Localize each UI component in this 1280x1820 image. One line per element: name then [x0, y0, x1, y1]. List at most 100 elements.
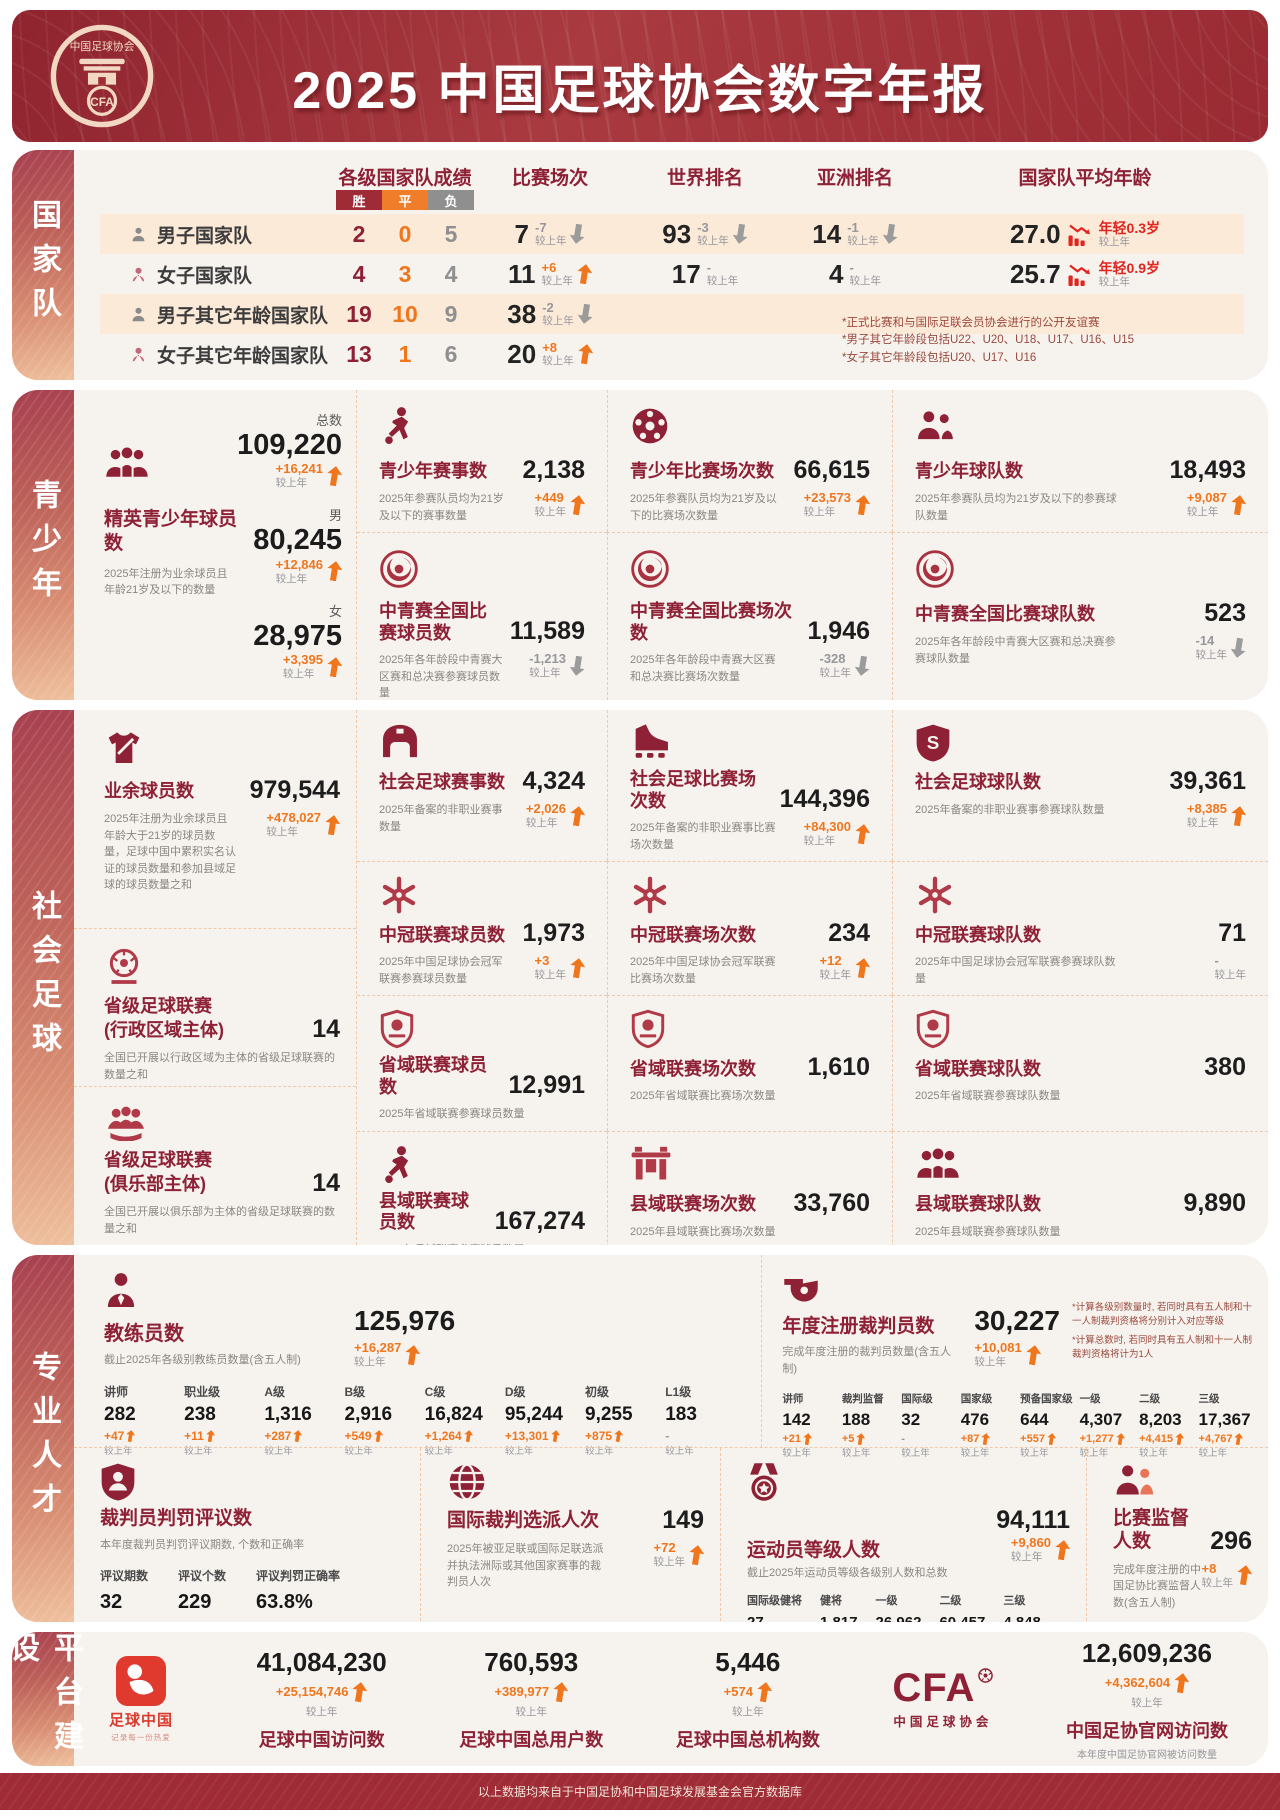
up-arrow-icon — [1115, 1432, 1126, 1445]
male-player-icon — [130, 306, 147, 323]
provincial-league-teams-card: 省域联赛球队数 380 2025年省域联赛参赛球队数量 — [892, 995, 1268, 1131]
up-arrow-icon — [981, 1432, 992, 1445]
up-arrow-icon — [550, 1429, 561, 1442]
social-matches-card: 社会足球比赛场次数 144,396 2025年备案的非职业赛事比赛场次数量 +84,… — [607, 710, 892, 862]
champions-league-emblem-icon — [630, 875, 670, 915]
amateur-players-block: 业余球员数 979,544 2025年注册为业余球员且年龄大于21岁的球员数量，足… — [74, 710, 356, 928]
international-referee-block: 国际裁判选派人次 149 2025年被亚足联或国际足联选派并执法洲际或其他国家赛事… — [420, 1448, 720, 1622]
age-trend-icon — [1067, 222, 1093, 246]
up-arrow-icon — [1173, 1671, 1191, 1693]
yoy-change: +6 较上年 — [542, 260, 593, 288]
provincial-league-admin-block: 省级足球联赛 (行政区域主体) 14 全国已开展以行政区域为主体的省级足球联赛的数量… — [74, 928, 356, 1086]
champions-league-emblem-icon — [915, 875, 955, 915]
youth-female-stat: 女 28,975 +3,395 较上年 — [253, 603, 342, 680]
table-row-womens-youth-teams: 女子其它年龄国家队 13 1 6 20 +8 较上年 — [100, 334, 1244, 374]
referee-grades-table: 讲师 142 +21 较上年 裁判监督 188 +5 较上年 国际级 32- 较上年 国家级 47… — [782, 1393, 1251, 1459]
yoy-change: +9,087 较上年 — [1187, 490, 1248, 518]
yoy-change: - 较上年 — [849, 259, 881, 288]
up-arrow-icon — [613, 1429, 624, 1442]
yoy-change: +3,395 较上年 — [283, 652, 342, 680]
up-arrow-icon — [125, 1429, 136, 1442]
elite-youth-players-block: 精英青少年球员数 2025年注册为业余球员且年龄21岁及以下的数量 总数 109… — [74, 390, 357, 700]
table-row-mens-team: 男子国家队 2 0 5 7 -7 较上年 93 -3 较上年 14 -1 较上年 27.0 年… — [100, 214, 1244, 254]
up-arrow-icon — [854, 957, 872, 979]
yoy-change: +12 较上年 — [820, 953, 872, 981]
yoy-change: -1,213 较上年 — [529, 651, 585, 679]
yoy-change: -328 较上年 — [820, 651, 871, 679]
national-youth-league-teams-card: 中青赛全国比赛球队数 523 2025年各年龄段中青赛大区赛和总决赛参赛球队数量 -… — [892, 532, 1268, 700]
up-arrow-icon — [1024, 1343, 1042, 1365]
section-label-national: 国家队 — [12, 150, 74, 380]
up-arrow-icon — [1230, 804, 1248, 826]
page-title: 2025 中国足球协会数字年报 — [292, 62, 988, 120]
up-arrow-icon — [802, 1432, 813, 1445]
up-arrow-icon — [552, 1680, 570, 1702]
yoy-change: -1 较上年 — [847, 220, 898, 248]
yoy-change: +8,385 较上年 — [1187, 801, 1248, 829]
yoy-change: +4,362,604 — [1066, 1673, 1228, 1693]
kicking-player-icon — [379, 1145, 419, 1185]
section-label-professional: 专业人才 — [12, 1255, 74, 1622]
up-arrow-icon — [576, 343, 594, 365]
yoy-change: +84,300 较上年 — [804, 819, 872, 847]
county-league-matches-card: 县域联赛场次数 33,760 2025年县域联赛比赛场次数量 — [607, 1130, 892, 1245]
col-header-world-rank: 世界排名 — [666, 167, 743, 189]
provincial-crest-icon — [630, 1009, 666, 1049]
up-arrow-icon — [373, 1429, 384, 1442]
yoy-change: +16,241 较上年 — [276, 461, 344, 489]
coaches-block: 教练员数 截止2025年各级别教练员数量(含五人制) 125,976 +16,2… — [74, 1255, 761, 1457]
medal-icon — [747, 1462, 781, 1502]
cfa-site-visits-stat: 12,609,236 +4,362,604 较上年 中国足协官网访问数 本年度中… — [1065, 1637, 1228, 1761]
champions-league-emblem-icon — [379, 875, 419, 915]
down-arrow-icon — [576, 303, 594, 325]
up-arrow-icon — [1236, 1564, 1254, 1586]
block-desc: 2025年注册为业余球员且年龄21岁及以下的数量 — [104, 567, 228, 597]
yoy-change: +574 — [676, 1682, 820, 1702]
people-group-icon — [915, 1145, 961, 1183]
yoy-change: +3 较上年 — [535, 953, 587, 981]
loss-chip: 负 — [428, 190, 474, 210]
yoy-change: +9,860 较上年 — [1011, 1535, 1070, 1563]
provincial-crest-icon — [915, 1009, 951, 1049]
up-arrow-icon — [205, 1429, 216, 1442]
yoy-change: -14 较上年 — [1196, 633, 1247, 661]
yoy-change: +8 较上年 — [1202, 1561, 1254, 1589]
up-arrow-icon — [569, 957, 587, 979]
block-title: 精英青少年球员数 — [104, 509, 238, 554]
champions-league-teams-card: 中冠联赛球队数 71 2025年中国足球协会冠军联赛参赛球队数量 - 较上年 — [892, 861, 1268, 996]
yoy-change: +72 较上年 — [654, 1540, 705, 1568]
yoy-change: +16,287 较上年 — [354, 1340, 420, 1368]
table-row-mens-youth-teams: 男子其它年龄国家队 19 10 9 38 -2 较上年 — [100, 294, 1244, 334]
social-teams-card: 社会足球球队数 39,361 2025年备案的非职业赛事参赛球队数量 +8,385 较… — [892, 710, 1268, 862]
team-people-icon — [915, 406, 955, 446]
ball-badge-icon — [104, 947, 144, 987]
yoy-change: -2 较上年 — [542, 300, 594, 328]
youth-events-card: 青少年赛事数 2,138 2025年参赛队员均为21岁及以下的赛事数量 +449 较上… — [357, 390, 607, 532]
champions-league-players-card: 中冠联赛球员数 1,973 2025年中国足球协会冠军联赛参赛球员数量 +3 较上年 — [357, 861, 607, 995]
footballer-icon — [379, 406, 419, 446]
globe-icon — [447, 1462, 487, 1502]
up-arrow-icon — [326, 465, 344, 487]
whistle-icon — [782, 1271, 820, 1303]
football-icon — [978, 1668, 993, 1683]
athlete-stats-table: 国际级健将 27 健将 1,817 一级 26,962 二级 60,457 三级 4,84… — [747, 1594, 1041, 1623]
down-arrow-icon — [569, 223, 587, 245]
gate-icon — [630, 1145, 672, 1181]
youth-male-stat: 男 80,245 +12,846 较上年 — [253, 508, 342, 585]
draw-chip: 平 — [382, 190, 428, 210]
youth-total-stat: 总数 109,220 +16,241 较上年 — [237, 413, 344, 490]
youth-league-emblem-icon — [379, 549, 419, 589]
athlete-grades-block: 运动员等级人数 94,111 +9,860 较上年 截止2025年运动员等级各级别… — [720, 1448, 1086, 1622]
up-arrow-icon — [569, 493, 587, 515]
up-arrow-icon — [324, 813, 342, 835]
youth-matches-card: 青少年比赛场次数 66,615 2025年参赛队员均为21岁及以下的比赛场次数量 +… — [607, 390, 892, 532]
yoy-change: +2,026 较上年 — [526, 801, 585, 829]
football-icon — [630, 406, 670, 446]
up-arrow-icon — [1230, 493, 1248, 515]
referee-footnotes: *计算各级别数量时, 若同时具有五人制和十一人制裁判资格将分别计入对应等级 *计… — [1072, 1302, 1252, 1360]
up-arrow-icon — [854, 823, 872, 845]
yoy-change: - 较上年 — [1214, 953, 1247, 982]
champions-league-matches-card: 中冠联赛场次数 234 2025年中国足球协会冠军联赛比赛场次数量 +12 较上年 — [607, 861, 892, 996]
county-league-teams-card: 县域联赛球队数 9,890 2025年县域联赛参赛球队数量 — [892, 1130, 1268, 1245]
youth-teams-card: 青少年球队数 18,493 2025年参赛队员均为21岁及以下的参赛球队数量 +9,… — [892, 390, 1268, 532]
